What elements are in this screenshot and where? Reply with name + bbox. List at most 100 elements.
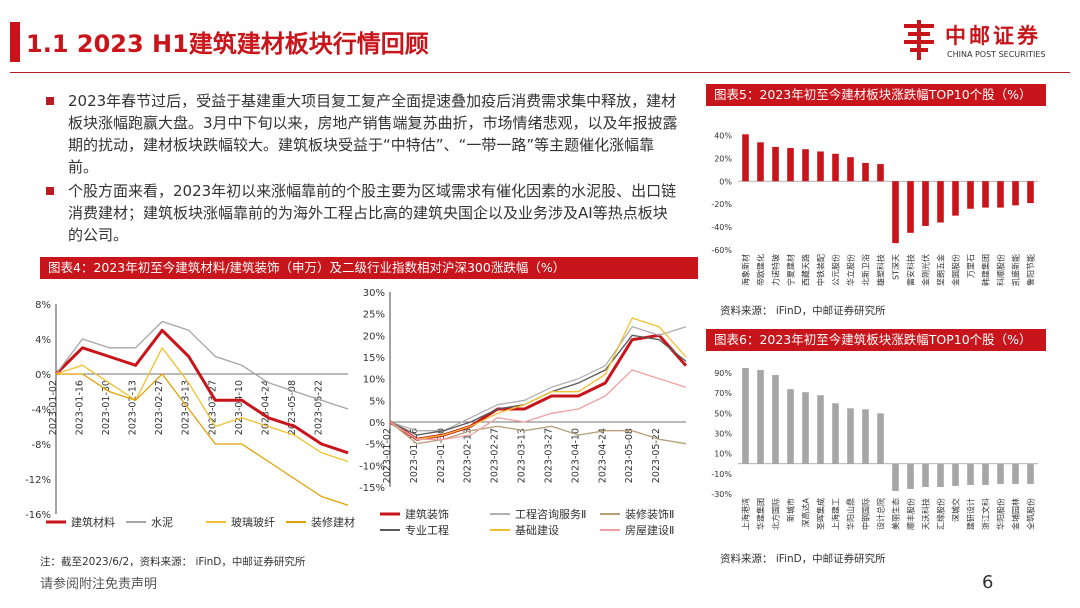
x-tick-label: 北新卫浴 (861, 254, 871, 286)
bar-科顺股份 (997, 181, 1004, 208)
y-tick-label: -40% (711, 223, 732, 232)
legend-label: 专业工程 (405, 523, 449, 537)
x-tick-label: 2023-02-13 (128, 380, 139, 435)
x-tick-label: 2023-05-22 (651, 428, 662, 483)
y-tick-label: 90% (714, 369, 732, 378)
footnote: 注：截至2023/6/2，资料来源： iFinD，中邮证券研究所 (40, 556, 306, 568)
chart5-source: 资料来源： iFinD，中邮证券研究所 (720, 305, 886, 317)
bullet-item: 个股方面来看，2023年初以来涨幅靠前的个股主要为区域需求有催化因素的水泥股、出… (40, 180, 680, 246)
bar-美丽生态 (892, 463, 899, 491)
x-tick-label: 2023-03-13 (517, 428, 528, 483)
series-line-专业工程 (389, 334, 687, 436)
y-tick-label: 70% (714, 389, 732, 398)
bar-北方国际 (772, 375, 779, 464)
x-tick-label: 2023-01-02 (48, 380, 59, 435)
x-tick-label: 2023-01-30 (101, 380, 112, 435)
x-tick-label: 2023-01-30 (436, 428, 447, 483)
y-tick-label: 0% (719, 177, 732, 186)
x-tick-label: 全筑股份 (1026, 498, 1036, 530)
series-line-基础建设 (389, 317, 687, 440)
y-tick-label: 15% (363, 353, 385, 364)
x-tick-label: 2023-01-16 (409, 428, 420, 483)
x-tick-label: 2023-04-10 (570, 428, 581, 483)
bullet-list: 2023年春节过后，受益于基建重大项目复工复产全面提速叠加疫后消费需求集中释放，… (40, 90, 680, 248)
bar-建研设计 (967, 463, 974, 485)
x-tick-label: 海象新材 (741, 254, 751, 286)
series-line-建筑装饰 (389, 333, 688, 441)
title-accent-bar (10, 22, 20, 62)
bar-万里石 (967, 181, 974, 209)
bar-雷安科技 (907, 181, 914, 233)
x-tick-label: 2023-02-13 (463, 428, 474, 483)
logo-emblem-icon (904, 20, 934, 60)
x-tick-label: 力诺特玻 (771, 254, 781, 286)
x-tick-label: 上海建工 (831, 498, 841, 530)
bar-韩建集团 (982, 181, 989, 208)
x-tick-label: 2023-05-22 (313, 380, 324, 435)
x-tick-label: 金圆股份 (951, 254, 961, 286)
legend-label: 建筑装饰 (405, 507, 449, 521)
legend-label: 基础建设 (515, 523, 559, 537)
y-tick-label: -30% (711, 490, 732, 499)
x-tick-label: 汇缘股份 (936, 498, 946, 530)
chart6: 90% 70% 50% 30% 10% -10% -30% 上海港湾 华建集团 北方国际 新城市 深高… (711, 368, 1038, 530)
bar-雄塑科技 (877, 164, 884, 182)
x-tick-label: 帝欧建化 (756, 254, 766, 286)
bar-华建集团 (757, 370, 764, 464)
bar-金圆股份 (952, 181, 959, 216)
x-tick-label: 2023-01-02 (382, 428, 393, 483)
bar-浙江文科 (982, 463, 989, 485)
x-tick-label: 新城市 (786, 498, 796, 522)
y-tick-label: -20% (711, 200, 732, 209)
bar-华阳股份 (997, 463, 1004, 484)
y-tick-label: 8% (35, 300, 51, 311)
x-tick-label: 凯盛新能 (1011, 254, 1021, 286)
x-tick-label: 2023-04-24 (260, 380, 271, 435)
y-tick-label: -8% (32, 440, 51, 451)
legend-label: 工程咨询服务Ⅱ (515, 507, 586, 521)
legend-label: 建筑材料 (71, 515, 115, 529)
legend-label: 装修装饰Ⅱ (625, 507, 674, 521)
x-tick-label: 圣晖集成 (816, 498, 826, 530)
bar-鲁阳节能 (1027, 181, 1034, 204)
x-tick-label: 万里石 (967, 254, 976, 278)
bar-金埔园林 (1012, 463, 1019, 484)
y-tick-label: 0% (35, 370, 51, 381)
y-tick-label: -4% (32, 405, 51, 416)
x-tick-label: 金埔园林 (1011, 498, 1021, 530)
series-line-建筑材料 (54, 328, 349, 455)
bar-新城市 (787, 389, 794, 464)
legend-label: 玻璃玻纤 (231, 515, 275, 529)
bar-深高达A (802, 392, 809, 464)
series-line-工程咨询服务Ⅱ (389, 326, 687, 432)
bar-公元股份 (832, 153, 839, 182)
bar-汇缘股份 (937, 463, 944, 487)
bar-中铁装配 (817, 151, 824, 182)
chart6-caption: 图表6：2023年初至今建筑板块涨跌幅TOP10个股（%） (706, 329, 1046, 351)
x-tick-label: 华阳山鼎 (846, 498, 856, 530)
bar-中钢国际 (862, 409, 869, 464)
x-tick-label: 设计总院 (876, 498, 886, 530)
y-tick-label: -5% (366, 440, 385, 451)
disclaimer: 请参阅附注免责声明 (40, 577, 158, 592)
x-tick-label: 深高达A (801, 497, 811, 527)
bar-全筑股份 (1027, 463, 1034, 484)
x-tick-label: 中铁装配 (816, 254, 826, 286)
x-tick-label: 浙江文科 (981, 498, 991, 530)
bullet-item: 2023年春节过后，受益于基建重大项目复工复产全面提速叠加疫后消费需求集中释放，… (40, 90, 680, 178)
chart4b: 30% 25% 20% 15% 10% 5% 0% -5% -10% -15%2023-01-02… (359, 288, 688, 537)
y-tick-label: 20% (714, 154, 732, 163)
bar-顺丰股份 (907, 463, 914, 489)
y-tick-label: 40% (714, 131, 732, 140)
legend-label: 装修建材 (311, 515, 355, 529)
x-tick-label: 2023-02-27 (154, 380, 165, 435)
y-tick-label: 4% (35, 335, 51, 346)
y-tick-label: 5% (369, 396, 385, 407)
bar-坚朗五金 (937, 181, 944, 223)
y-tick-label: 30% (363, 288, 385, 299)
x-tick-label: 2023-03-27 (207, 380, 218, 435)
y-tick-label: -15% (359, 483, 385, 494)
y-tick-label: -16% (25, 510, 51, 521)
x-tick-label: 科顺股份 (996, 254, 1006, 286)
x-tick-label: 2023-01-16 (75, 380, 86, 435)
